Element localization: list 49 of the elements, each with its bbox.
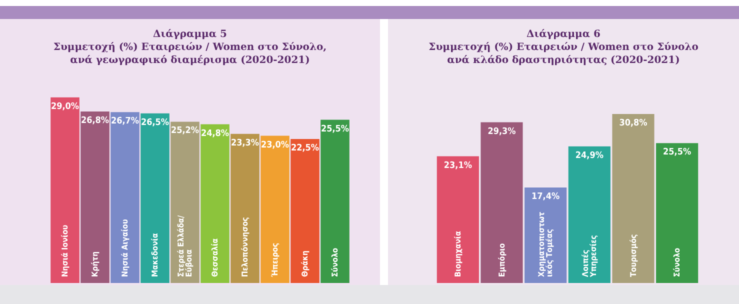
data-label: 17,4% (532, 192, 560, 202)
bar (480, 122, 523, 283)
bar (656, 143, 698, 283)
chart-title: Διάγραμμα 5 Συμμετοχή (%) Εταιρειών / Women στο Σύνολο, ανά γεωγραφικό διαμέρισμα (2020-2021) (53, 29, 327, 66)
data-label: 29,0% (50, 102, 80, 112)
data-label: 23,0% (260, 140, 290, 150)
x-tick-label: Θράκη (300, 250, 310, 277)
bar (80, 111, 110, 283)
bar (436, 156, 479, 283)
bar (200, 124, 230, 283)
bar (612, 114, 654, 283)
data-label: 24,9% (575, 150, 604, 161)
x-tick-label: Σύνολο (672, 248, 682, 277)
x-tick-label: Στερεά Ελλάδα/ Εύβοια (176, 212, 194, 277)
data-label: 23,3% (230, 138, 260, 148)
x-tick-label: Θεσσαλία (210, 238, 220, 277)
data-label: 26,5% (140, 118, 170, 128)
bar (260, 136, 290, 283)
data-label: 26,7% (110, 116, 140, 127)
x-tick-label: Εμπόριο (497, 243, 506, 277)
bar (140, 113, 170, 283)
chart-title: Διάγραμμα 6 Συμμετοχή (%) Εταιρειών / Women στο Σύνολο ανά κλάδο δραστηριότητας (2020-2021) (428, 29, 699, 66)
x-tick-label: Βιομηχανία (453, 231, 462, 277)
data-label: 24,8% (200, 128, 230, 139)
data-label: 29,3% (488, 126, 516, 137)
data-label: 25,5% (320, 124, 350, 134)
data-label: 25,2% (170, 126, 200, 136)
data-label: 23,1% (444, 160, 472, 171)
data-label: 30,8% (619, 118, 648, 129)
x-tick-label: Σύνολο (330, 248, 340, 277)
x-tick-label: Χρηματοπιστωτικός Τομέας (537, 211, 554, 277)
data-label: 25,5% (663, 148, 692, 158)
x-tick-label: Μακεδονία (150, 233, 160, 277)
bar (568, 146, 610, 283)
bar (320, 120, 350, 283)
x-tick-label: Κρήτη (90, 251, 100, 277)
x-tick-label: Πελοπόννησος (240, 217, 250, 277)
data-label: 22,5% (290, 144, 320, 154)
x-tick-label: Νησιά Ιονίου (60, 224, 70, 277)
bar (50, 97, 80, 283)
x-tick-label: Τουρισμός (628, 234, 638, 277)
bar (290, 139, 320, 283)
x-tick-label: Ήπειρος (270, 242, 280, 278)
bar (110, 112, 140, 283)
x-tick-label: Νησιά Αιγαίου (120, 219, 130, 277)
bar (230, 134, 260, 283)
x-tick-label: Λοιπές Υπηρεσίες (580, 235, 598, 278)
data-label: 26,8% (80, 116, 110, 126)
bar (170, 122, 200, 283)
